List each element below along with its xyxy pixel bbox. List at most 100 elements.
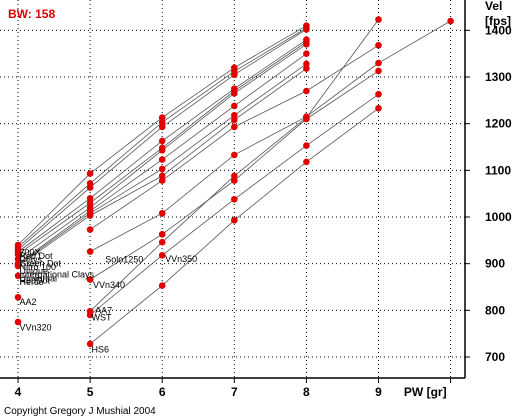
y-tick-label: 800	[485, 303, 505, 317]
data-point	[303, 114, 310, 121]
data-point	[86, 195, 94, 202]
x-tick-label: 5	[87, 385, 94, 399]
x-tick-label: 8	[303, 385, 310, 399]
y-tick-label: 900	[485, 257, 505, 271]
series-label: 700X	[19, 247, 40, 257]
data-point	[303, 65, 310, 72]
data-point	[303, 87, 310, 95]
data-point	[231, 172, 238, 180]
copyright-text: Copyright Gregory J Mushial 2004	[4, 406, 156, 417]
y-tick-label: 1300	[485, 70, 512, 84]
grid-lines	[0, 0, 465, 378]
data-point	[158, 238, 166, 246]
y-tick-label: 1000	[485, 210, 512, 224]
data-point	[14, 293, 22, 301]
data-point	[303, 142, 310, 149]
bw-annotation: BW: 158	[8, 7, 55, 21]
data-point	[231, 90, 238, 97]
series-label: Herco	[19, 277, 43, 287]
data-point	[375, 59, 382, 67]
data-point	[86, 276, 94, 283]
y-tick-label: 1400	[485, 23, 512, 37]
data-point	[158, 209, 166, 217]
data-point	[158, 123, 166, 131]
data-point	[231, 102, 238, 110]
data-point	[158, 146, 166, 154]
series-label: Red Dot	[19, 251, 53, 261]
data-point	[447, 17, 454, 25]
data-point	[14, 251, 22, 258]
data-point	[375, 90, 382, 98]
data-point	[231, 123, 238, 131]
y-tick-label: 1200	[485, 117, 512, 131]
series-label: HS6	[92, 344, 110, 354]
data-point	[14, 272, 22, 280]
data-point	[86, 248, 94, 255]
series-label: VVn340	[93, 280, 125, 290]
data-point	[158, 172, 166, 180]
data-point	[158, 230, 166, 238]
data-point	[375, 41, 382, 49]
axes: 700 800 900 1000 1100 1200 1300 1400 4 5 6 7 8 9 PW [g…	[0, 0, 512, 399]
y-axis-title: Vel	[485, 0, 502, 13]
data-point	[86, 199, 94, 207]
series-label: Universal	[19, 273, 57, 283]
series-label: AA2	[19, 297, 36, 307]
data-point	[158, 156, 166, 163]
data-point	[231, 216, 238, 224]
series-label: RedDot	[19, 276, 50, 286]
data-point	[231, 177, 238, 184]
series-label: Nitro 100	[19, 262, 56, 272]
data-point	[303, 158, 310, 166]
series-label: International Clays	[19, 270, 94, 280]
x-axis-title: PW [gr]	[404, 385, 447, 399]
data-point	[86, 311, 94, 319]
data-point	[303, 50, 310, 57]
series-label: WST	[92, 313, 112, 323]
data-point	[375, 16, 382, 23]
y-axis-title: [fps]	[485, 14, 511, 28]
data-point	[231, 195, 238, 203]
data-point	[158, 165, 166, 173]
series-line	[89, 19, 379, 312]
x-tick-label: 4	[15, 385, 22, 399]
series-label: VVn320	[19, 322, 51, 332]
series-label: Unique	[19, 266, 48, 276]
series-label: AA7	[95, 306, 112, 316]
data-point	[158, 251, 166, 259]
series-label: Green Dot	[19, 258, 61, 268]
data-point	[158, 282, 166, 289]
data-point	[14, 318, 22, 326]
series-label: Clays	[19, 255, 42, 265]
data-point	[231, 116, 238, 124]
data-point	[158, 177, 166, 184]
data-point	[86, 212, 94, 219]
data-point	[303, 60, 310, 68]
data-point	[158, 114, 166, 121]
data-point	[86, 340, 94, 348]
x-tick-label: 9	[375, 385, 382, 399]
data-point	[231, 151, 238, 159]
data-points	[14, 16, 454, 348]
data-point	[375, 104, 382, 112]
series-line	[89, 20, 451, 252]
data-point	[14, 255, 22, 263]
series-label: Solo1250	[105, 255, 143, 265]
y-tick-label: 700	[485, 350, 505, 364]
data-point	[303, 26, 310, 33]
data-point	[231, 111, 238, 119]
data-point	[158, 118, 166, 126]
data-point	[86, 226, 94, 233]
y-tick-label: 1100	[485, 163, 511, 177]
x-tick-label: 6	[159, 385, 166, 399]
data-point	[375, 67, 382, 75]
data-point	[158, 137, 166, 145]
data-point	[303, 41, 310, 48]
data-point	[86, 170, 94, 177]
data-point	[231, 71, 238, 78]
series-label: VVn350	[165, 254, 197, 264]
data-point	[86, 184, 94, 191]
